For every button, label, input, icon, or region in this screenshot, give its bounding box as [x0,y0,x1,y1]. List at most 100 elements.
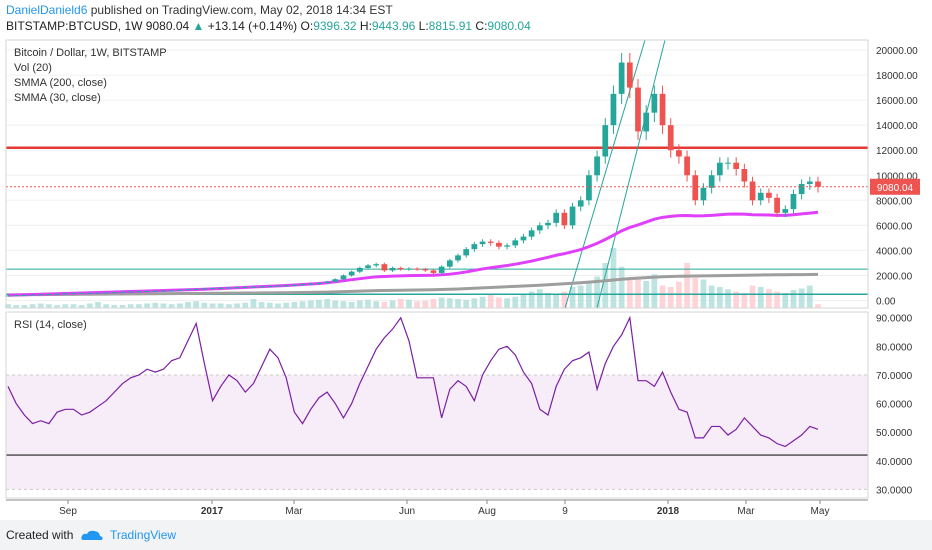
candle-body [185,289,191,291]
volume-bar [160,303,167,308]
price-chart[interactable]: 20000.00 18000.00 16000.00 14000.00 12000.00… [0,0,932,520]
price-badge-bg [870,178,920,195]
candle-body [78,292,85,294]
symbol-label: BITSTAMP:BTCUSD, 1W [6,19,143,33]
candle-body [111,292,118,294]
candle-body [422,269,429,271]
volume-bar [152,302,159,308]
x-tick-label: Aug [478,506,496,517]
candle-body [594,156,600,176]
volume-bar [667,287,674,308]
candle-body [659,93,666,126]
candle-body [430,270,437,273]
volume-bar [234,303,240,308]
volume-bar [266,302,273,308]
candle-body [479,241,486,245]
volume-bar [397,299,404,308]
volume-bar [626,278,633,308]
open-value: 9396.32 [313,19,357,33]
volume-bar [749,285,756,308]
rsi-line [7,315,819,448]
candle-body [37,294,44,296]
candle-body [463,249,470,256]
candle-body [561,212,568,226]
price-badge: 9080.04 [877,183,914,194]
volume-bar [406,299,412,308]
candle-body [299,284,306,286]
volume-bar [520,294,527,308]
volume-bar [708,285,715,308]
volume-bar [774,291,780,308]
main-pane-frame [5,39,869,309]
volume-bar [536,289,543,308]
volume-bar [29,304,36,308]
volume-bar [569,287,576,308]
volume-bar [553,294,560,308]
volume-bar [332,300,339,308]
volume-bar [226,304,232,308]
candle-body [716,162,723,176]
candle-body [193,288,200,290]
rsi-y-tick-label: 30.0000 [876,485,913,496]
candle-body [626,62,633,88]
volume-bar [119,305,126,308]
volume-bar [209,303,216,308]
candle-body [144,290,150,292]
volume-bar [733,291,740,308]
candle-body [266,286,273,288]
volume-bar [512,296,519,308]
candle-body [520,236,527,241]
volume-bar [716,287,723,308]
author-link[interactable]: DanielDanield6 [6,3,88,17]
trend-line [596,39,666,309]
candle-body [389,267,396,271]
candle-body [684,156,690,176]
rsi-y-tick-label: 80.0000 [876,342,913,353]
candle-body [136,291,142,293]
volume-bar [242,302,249,308]
candle-body [635,87,641,132]
y-tick-label: 18000.00 [876,71,918,82]
volume-bar [21,305,28,308]
volume-bar [381,302,388,308]
low-label: L: [418,19,429,33]
vol-legend: Vol (20) [14,62,52,74]
candle-body [733,162,740,169]
volume-bar [504,298,510,308]
volume-bar [479,296,486,308]
candle-body [414,268,420,270]
candle-body [766,192,772,198]
volume-bar [487,294,494,308]
volume-bar [324,299,330,308]
volume-bar [659,285,666,308]
volume-bar [414,301,420,308]
y-tick-label: 8000.00 [876,196,913,207]
candle-body [471,244,478,250]
volume-bar [46,304,52,308]
candle-body [586,175,592,201]
candle-body [602,125,609,157]
candle-body [316,282,322,284]
smma-200-line [7,272,819,297]
volume-bar [446,298,453,308]
tradingview-brand[interactable]: TradingView [110,528,177,542]
publish-info: published on TradingView.com, May 02, 20… [90,3,393,17]
volume-bar [201,302,208,308]
candle-body [250,286,257,288]
candle-body [577,200,584,207]
candle-body [438,266,445,273]
volume-bar [348,302,355,308]
volume-bar [725,289,731,308]
candle-body [275,285,281,287]
x-tick-label: Sep [59,506,77,517]
created-with: Created with [6,528,74,542]
y-tick-label: 2000.00 [876,271,913,282]
candle-body [356,267,363,272]
chart-header: DanielDanield6 published on TradingView.… [0,0,932,36]
x-tick-label: May [811,506,830,517]
candle-body [283,285,290,287]
volume-bar [86,303,93,308]
volume-bar [365,299,371,308]
candle-body [307,283,314,285]
volume-bar [275,303,281,308]
